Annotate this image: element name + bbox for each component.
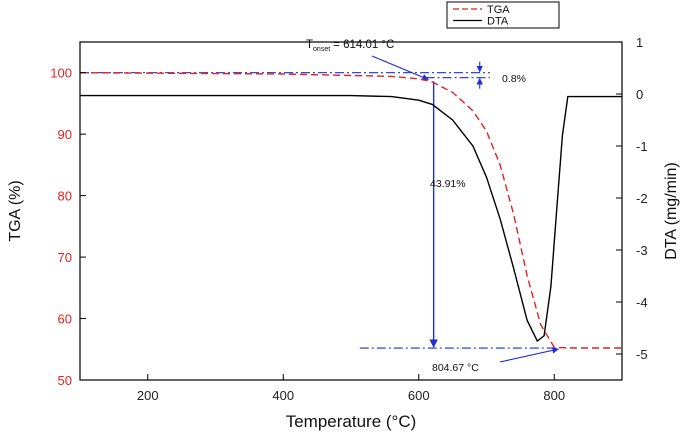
labels-group: 200 400 600 800 50 60 70 80 90 100 1 0 -1 -2 -3 -4 -5 Tem…	[7, 35, 680, 431]
y-left-tick-label: 60	[58, 312, 72, 327]
onset-symbol: T	[306, 39, 313, 51]
end-temp-pointer-arrow	[499, 347, 559, 363]
y-left-axis-label: TGA (%)	[7, 180, 24, 241]
y-right-tick-label: -3	[636, 243, 648, 258]
annotation-guides	[80, 55, 559, 363]
x-axis-label: Temperature (°C)	[286, 412, 417, 431]
onset-value: = 614.01 °C	[333, 39, 394, 51]
end-temp-label: 804.67 °C	[432, 362, 479, 374]
series-line-dta	[80, 94, 622, 343]
y-right-tick-label: 1	[636, 35, 643, 50]
series-line-tga	[79, 72, 622, 349]
x-tick-label: 800	[543, 388, 565, 403]
y-right-tick-label: -1	[636, 139, 648, 154]
legend-box	[446, 1, 560, 29]
legend-label-dta: DTA	[487, 16, 509, 28]
axes-group	[79, 41, 623, 381]
y-left-tick-label: 90	[58, 127, 72, 142]
y-left-tick-label: 80	[58, 189, 72, 204]
y-right-axis-label: DTA (mg/min)	[663, 162, 680, 259]
x-tick-label: 200	[137, 388, 159, 403]
y-right-tick-label: 0	[636, 87, 643, 102]
x-tick-label: 400	[272, 388, 294, 403]
series-group	[79, 72, 622, 349]
plot-frame	[79, 41, 623, 381]
y-right-tick-label: -5	[636, 347, 648, 362]
onset-subscript: onset	[313, 46, 330, 53]
y-right-tick-label: -2	[636, 191, 648, 206]
y-left-tick-label: 70	[58, 250, 72, 265]
y-right-tick-label: -4	[636, 295, 648, 310]
x-tick-label: 600	[408, 388, 430, 403]
y-left-tick-label: 100	[50, 66, 72, 81]
initial-loss-label: 0.8%	[502, 73, 526, 85]
onset-pointer-arrow	[371, 55, 429, 81]
mass-loss-label: 43.91%	[430, 178, 466, 190]
y-left-tick-label: 50	[58, 373, 72, 388]
legend-label-tga: TGA	[487, 4, 510, 16]
onset-label: Tonset = 614.01 °C	[306, 39, 394, 53]
